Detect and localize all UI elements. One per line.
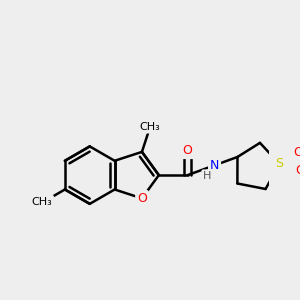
Text: O: O <box>295 164 300 177</box>
Text: O: O <box>183 144 193 157</box>
Text: CH₃: CH₃ <box>32 197 52 207</box>
Text: CH₃: CH₃ <box>139 122 160 132</box>
Text: O: O <box>137 192 147 205</box>
Text: N: N <box>210 159 219 172</box>
Text: O: O <box>293 146 300 159</box>
Text: S: S <box>275 158 284 170</box>
Text: H: H <box>203 171 212 181</box>
